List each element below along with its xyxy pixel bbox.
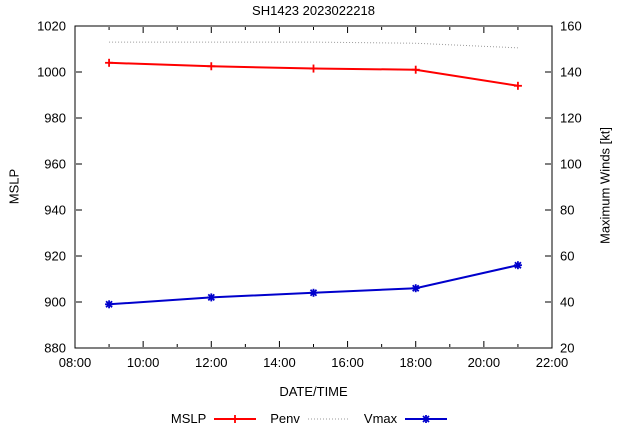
- asterisk-marker: [412, 284, 420, 292]
- y-right-tick-label: 40: [560, 295, 574, 310]
- legend-swatch-penv: [307, 418, 350, 419]
- y-left-tick-label: 900: [44, 295, 66, 310]
- y-axis-label-left: MSLP: [6, 168, 22, 205]
- asterisk-marker: [422, 414, 430, 423]
- x-tick-label: 10:00: [127, 355, 160, 370]
- y-left-tick-label: 940: [44, 203, 66, 218]
- y-left-tick-label: 880: [44, 341, 66, 356]
- series-line-penv: [109, 41, 518, 49]
- x-tick-label: 22:00: [536, 355, 569, 370]
- x-tick-label: 12:00: [195, 355, 228, 370]
- legend-label-penv: Penv: [270, 411, 300, 426]
- y-left-tick-label: 1020: [37, 19, 66, 34]
- y-ticks: [76, 25, 551, 349]
- legend-item-mslp: MSLP: [171, 411, 257, 426]
- y-right-tick-label: 80: [560, 203, 574, 218]
- y-right-tick-label: 160: [560, 19, 582, 34]
- y-left-tick-label: 920: [44, 249, 66, 264]
- asterisk-marker: [514, 261, 522, 269]
- plot-border: [74, 25, 553, 349]
- legend: MSLP Penv Vmax: [0, 411, 619, 426]
- legend-item-penv: Penv: [270, 411, 351, 426]
- y-right-tick-label: 20: [560, 341, 574, 356]
- asterisk-marker: [105, 300, 113, 308]
- y-right-tick-label: 100: [560, 157, 582, 172]
- y-right-tick-label: 140: [560, 65, 582, 80]
- asterisk-marker: [309, 289, 318, 297]
- y-right-tick-label: 120: [560, 111, 582, 126]
- series-penv: [109, 41, 518, 49]
- legend-swatch-mslp: [214, 414, 257, 423]
- legend-label-mslp: MSLP: [170, 411, 207, 426]
- tick-labels: 1020 1000 980 960 940 920 900 880 160 140 120 100 80…: [37, 19, 582, 371]
- y-right-tick-label: 60: [560, 249, 574, 264]
- legend-label-vmax: Vmax: [363, 411, 398, 426]
- x-tick-label: 20:00: [468, 355, 501, 370]
- x-axis-label: DATE/TIME: [279, 384, 348, 399]
- x-tick-label: 16:00: [331, 355, 364, 370]
- x-ticks: [74, 27, 553, 347]
- legend-item-vmax: Vmax: [364, 411, 448, 426]
- legend-swatch-vmax: [405, 414, 448, 423]
- x-tick-label: 18:00: [399, 355, 432, 370]
- x-tick-label: 14:00: [263, 355, 296, 370]
- asterisk-marker: [207, 293, 215, 302]
- x-tick-label: 08:00: [59, 355, 92, 370]
- y-axis-label-right: Maximum Winds [kt]: [597, 127, 613, 245]
- y-left-tick-label: 980: [44, 111, 66, 126]
- y-left-tick-label: 1000: [37, 65, 66, 80]
- series-line-vmax: [109, 264, 519, 306]
- y-left-tick-label: 960: [44, 157, 66, 172]
- series-vmax: [105, 261, 522, 309]
- series-mslp: [105, 58, 522, 90]
- chart-title: SH1423 2023022218: [252, 3, 375, 18]
